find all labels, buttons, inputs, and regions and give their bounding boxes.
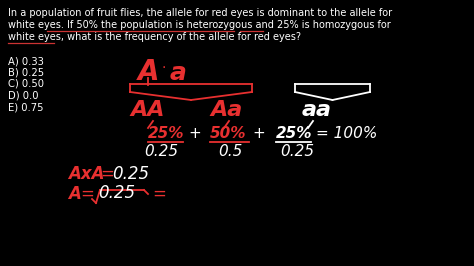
Text: E) 0.75: E) 0.75 [8, 102, 44, 112]
Text: = 100%: = 100% [316, 126, 377, 141]
Text: 0.25: 0.25 [98, 184, 135, 202]
Text: 25%: 25% [148, 126, 184, 141]
Text: +: + [188, 126, 201, 141]
Text: 0.25: 0.25 [144, 144, 178, 159]
Text: D) 0.0: D) 0.0 [8, 90, 38, 101]
Text: Aa: Aa [210, 100, 242, 120]
Text: C) 0.50: C) 0.50 [8, 79, 44, 89]
Text: =: = [152, 185, 166, 203]
Text: ·: · [162, 61, 166, 75]
Text: white eyes, what is the frequency of the allele for red eyes?: white eyes, what is the frequency of the… [8, 32, 301, 42]
Text: A: A [68, 185, 81, 203]
Text: AA: AA [130, 100, 164, 120]
Text: AxA: AxA [68, 165, 104, 183]
Text: In a population of fruit flies, the allele for red eyes is dominant to the allel: In a population of fruit flies, the alle… [8, 8, 392, 18]
Text: white eyes. If 50% the population is heterozygous and 25% is homozygous for: white eyes. If 50% the population is het… [8, 20, 391, 30]
Text: B) 0.25: B) 0.25 [8, 68, 44, 77]
Text: =: = [100, 165, 114, 183]
Text: A: A [138, 58, 159, 86]
Text: A) 0.33: A) 0.33 [8, 56, 44, 66]
Text: =: = [80, 185, 94, 203]
Text: 0.5: 0.5 [218, 144, 242, 159]
Text: 25%: 25% [276, 126, 312, 141]
Text: 0.25: 0.25 [280, 144, 314, 159]
Text: 50%: 50% [210, 126, 246, 141]
Text: aa: aa [302, 100, 332, 120]
Text: +: + [252, 126, 265, 141]
Text: a: a [170, 61, 187, 85]
Text: 0.25: 0.25 [112, 165, 149, 183]
